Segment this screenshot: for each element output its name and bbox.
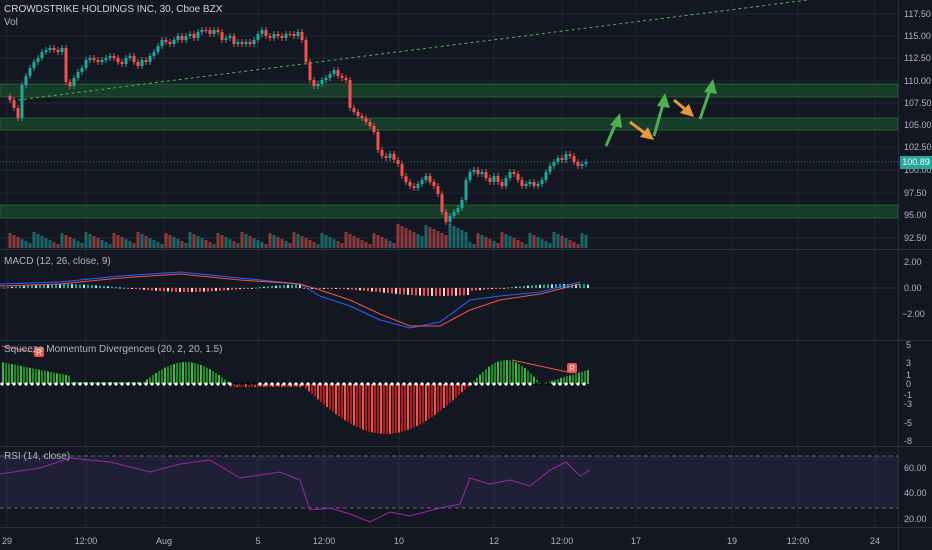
volume-bars xyxy=(8,224,588,248)
time-label: 12:00 xyxy=(312,536,336,546)
squeeze-axis-label: -8 xyxy=(904,436,913,446)
squeeze-axis-label: 3 xyxy=(906,358,912,368)
price-label: 100.00 xyxy=(904,165,932,175)
squeeze-axis-label: -5 xyxy=(904,418,913,428)
resistance-zone-upper xyxy=(0,83,899,98)
rsi-pane xyxy=(0,455,898,523)
time-label: 17 xyxy=(630,536,642,546)
squeeze-axis-label: -3 xyxy=(904,399,913,409)
macd-axis-label: −2.00 xyxy=(902,309,925,319)
squeeze-axis-label: 0 xyxy=(906,379,912,389)
last-price-badge: 100.89 xyxy=(900,156,932,169)
time-label: 29 xyxy=(1,536,13,546)
time-label: 12 xyxy=(488,536,500,546)
price-zones xyxy=(0,83,899,219)
rsi-title[interactable]: RSI (14, close) xyxy=(4,451,71,462)
squeeze-axis-label: -1 xyxy=(904,390,913,400)
macd-axis-label: 2.00 xyxy=(904,257,922,267)
time-label: 5 xyxy=(255,536,261,546)
price-label: 105.00 xyxy=(904,120,932,130)
squeeze-pane xyxy=(0,360,589,434)
time-label: 12:00 xyxy=(786,536,810,546)
price-label: 117.50 xyxy=(904,9,931,19)
rsi-axis-label: 40.00 xyxy=(904,488,927,498)
price-label: 97.50 xyxy=(904,188,927,198)
price-label: 95.00 xyxy=(904,210,927,220)
rsi-axis-label: 60.00 xyxy=(904,463,927,473)
arrow-green-up-2-icon xyxy=(652,93,670,137)
squeeze-axis-label: 5 xyxy=(906,340,912,350)
squeeze-title[interactable]: Squeeze Momentum Divergences (20, 2, 20,… xyxy=(4,344,223,355)
arrow-green-up-3-icon xyxy=(698,79,717,120)
time-label: 24 xyxy=(869,536,881,546)
divergence-marker-1: R xyxy=(36,348,42,357)
price-label: 107.50 xyxy=(904,98,932,108)
macd-title[interactable]: MACD (12, 26, close, 9) xyxy=(4,256,111,267)
price-label: 110.00 xyxy=(904,76,931,86)
time-label: Aug xyxy=(155,536,173,546)
arrow-orange-down-1-icon xyxy=(629,120,654,140)
squeeze-axis-label: 1 xyxy=(906,370,912,380)
price-label: 115.00 xyxy=(904,31,931,41)
trendline[interactable] xyxy=(17,0,809,101)
price-label: 112.50 xyxy=(904,53,931,63)
price-label: 92.50 xyxy=(904,233,927,243)
candlesticks xyxy=(8,27,588,225)
projection-arrows[interactable] xyxy=(604,79,717,147)
arrow-orange-down-2-icon xyxy=(673,98,694,117)
volume-label[interactable]: Vol xyxy=(4,17,18,28)
price-label: 102.50 xyxy=(904,142,932,152)
macd-axis-label: 0.00 xyxy=(904,283,922,293)
chart-title[interactable]: CROWDSTRIKE HOLDINGS INC, 30, Cboe BZX xyxy=(4,4,223,15)
rsi-band xyxy=(0,456,898,508)
time-label: 10 xyxy=(393,536,405,546)
rsi-axis-label: 20.00 xyxy=(904,514,927,524)
macd-pane xyxy=(0,271,898,329)
time-label: 19 xyxy=(726,536,738,546)
divergence-marker-2: R xyxy=(569,364,575,373)
arrow-green-up-1-icon xyxy=(604,113,622,147)
divergence-markers: R R xyxy=(1,345,577,374)
time-label: 12:00 xyxy=(74,536,98,546)
time-label: 12:00 xyxy=(550,536,574,546)
resistance-zone-lower xyxy=(0,117,899,131)
